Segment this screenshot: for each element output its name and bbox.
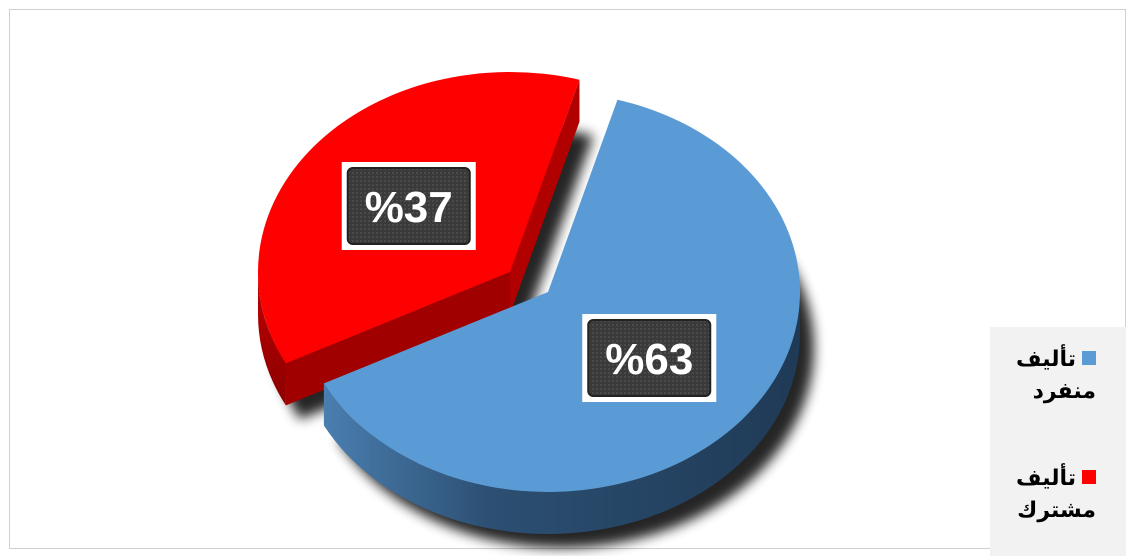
slice-wall-a [285, 272, 510, 406]
slice-wall-b [510, 79, 580, 315]
slice-side-1-0 [258, 272, 286, 406]
legend-item-single: تأليف منفرد [996, 344, 1096, 408]
data-label-1: %37 [365, 183, 453, 232]
legend: تأليف منفرد تأليف مشترك [990, 327, 1126, 556]
legend-item-joint: تأليف مشترك [996, 463, 1096, 527]
legend-label-single: تأليف منفرد [1016, 347, 1096, 404]
data-label-0: %63 [605, 335, 693, 384]
legend-label-joint: تأليف مشترك [1016, 466, 1096, 523]
legend-swatch-blue [1082, 351, 1096, 365]
legend-swatch-red [1082, 470, 1096, 484]
slice-side-0-0 [323, 292, 800, 535]
data-label-box-1 [346, 166, 471, 245]
data-label-box-0 [587, 319, 712, 398]
